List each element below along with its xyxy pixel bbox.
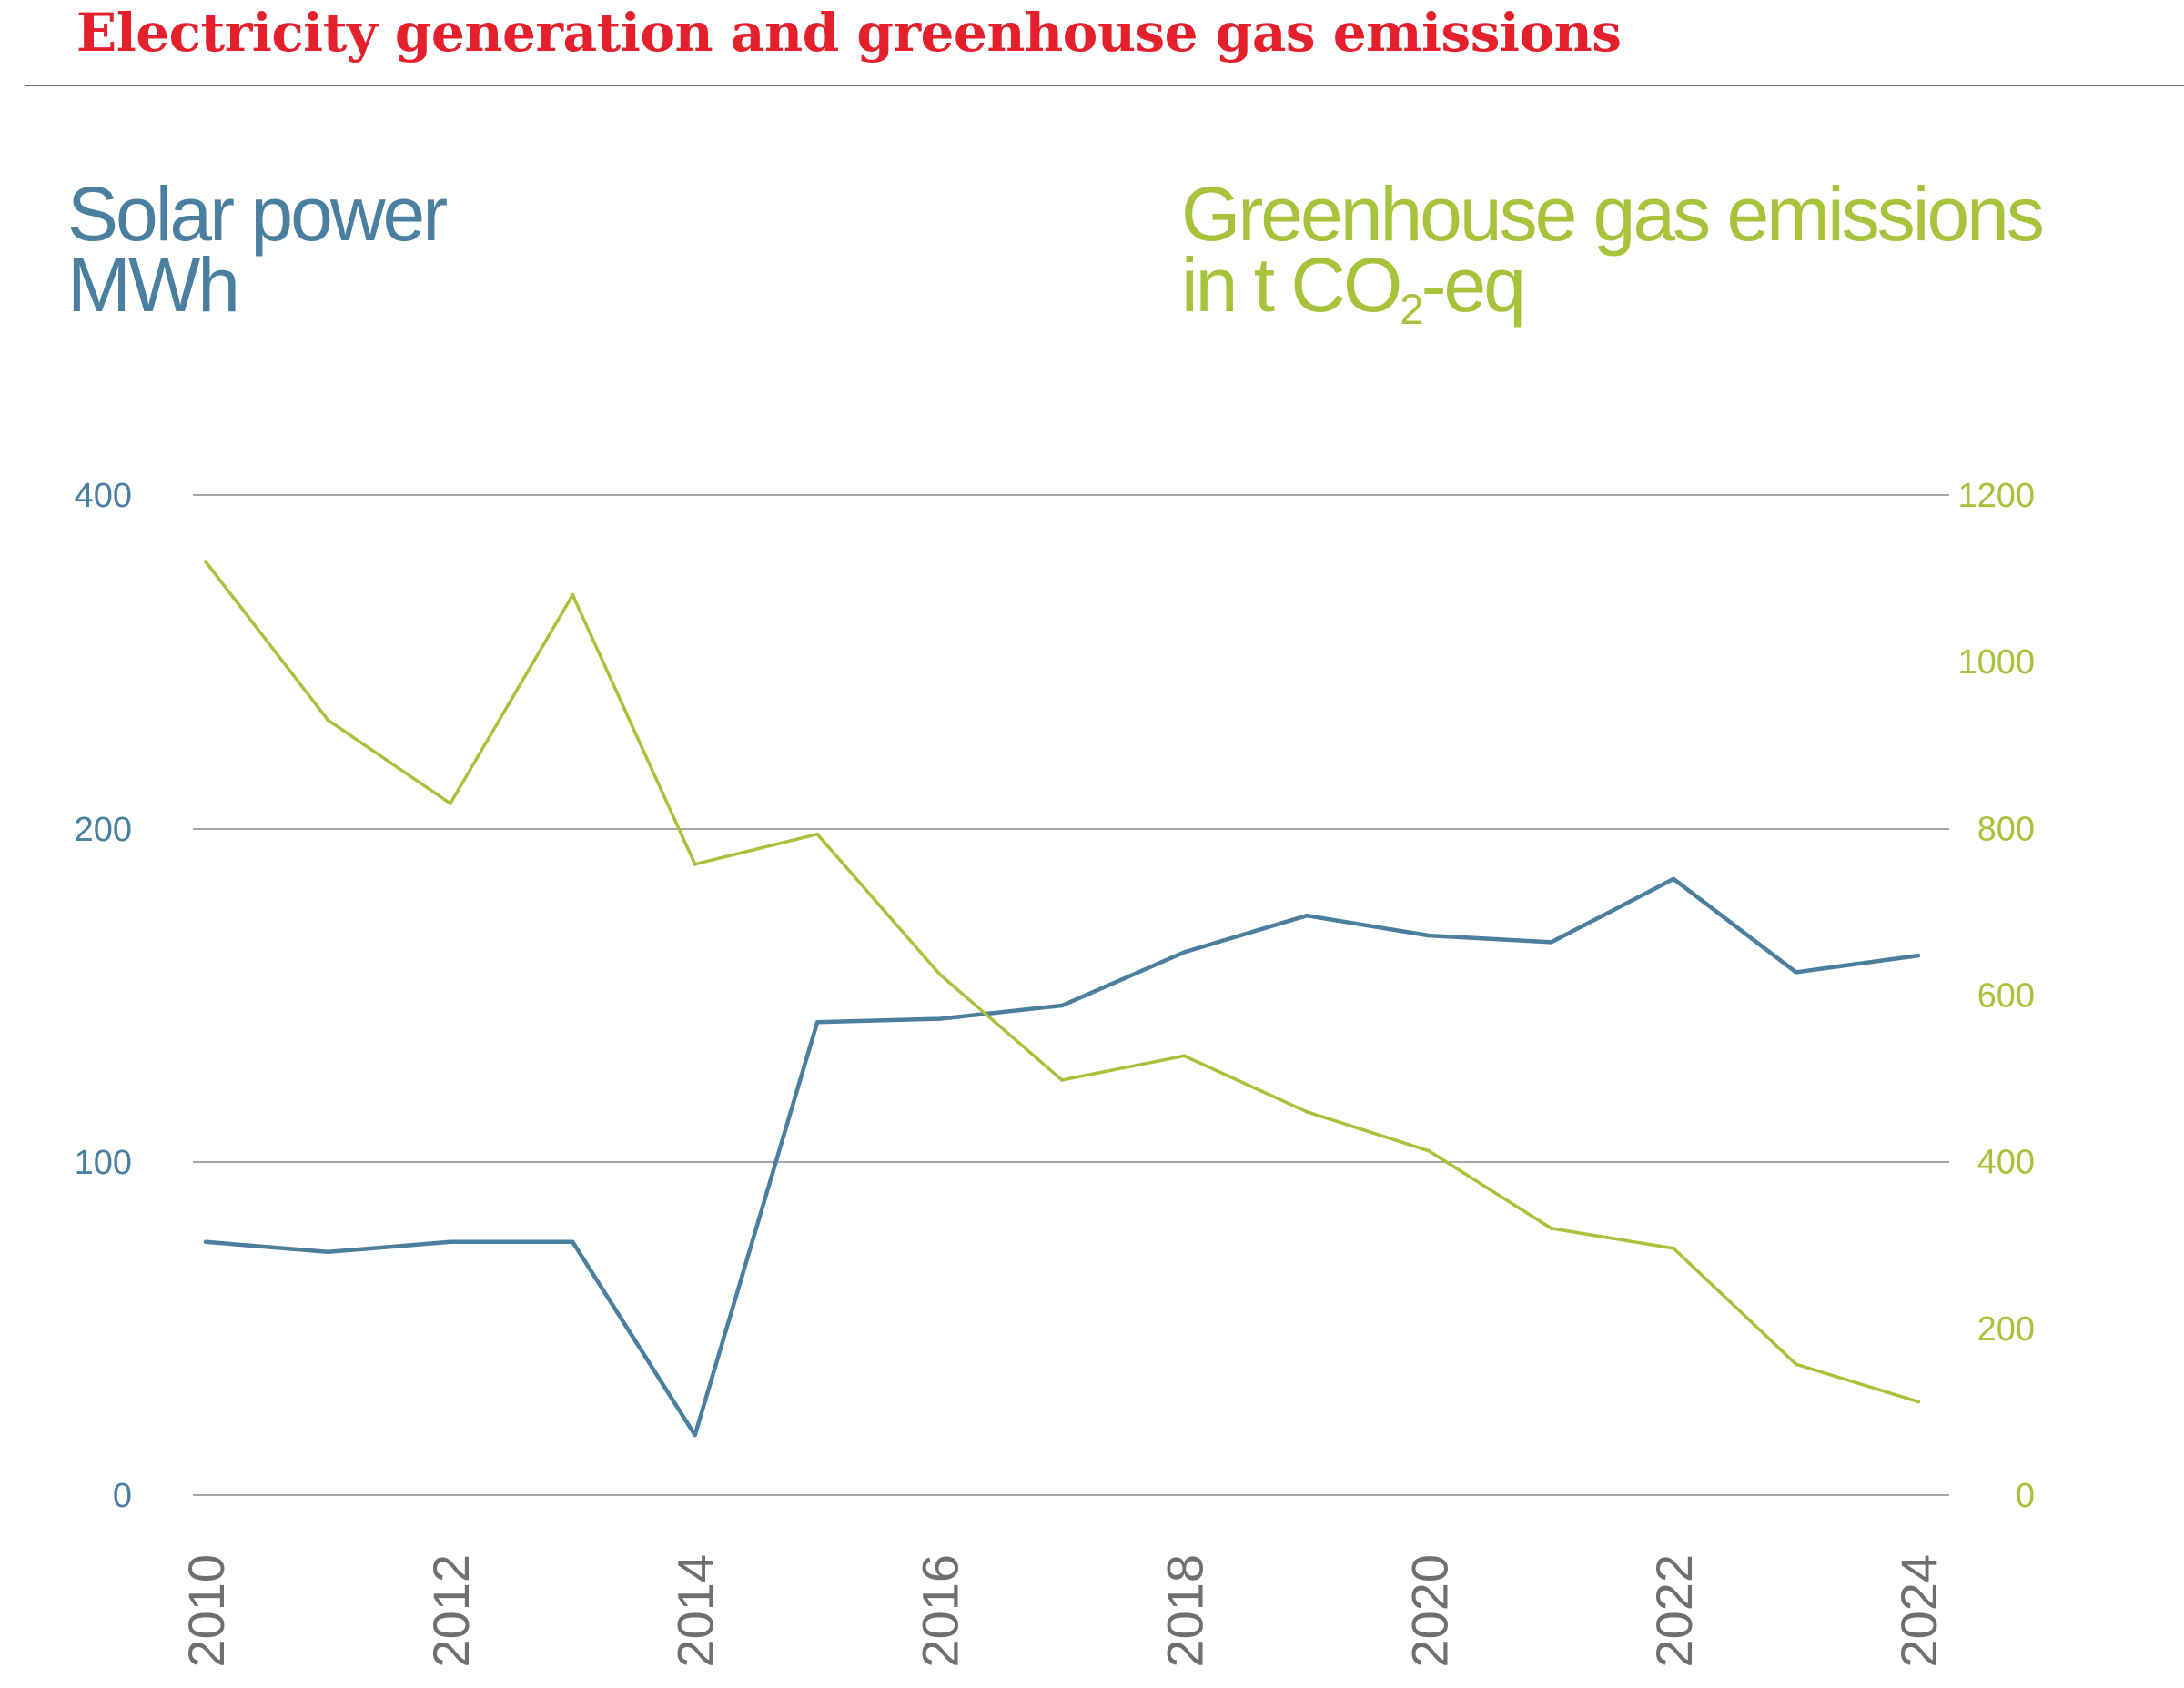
emissions-point <box>1182 1054 1187 1058</box>
left-axis-label-line1: Solar power <box>67 171 448 257</box>
x-tick-label: 2012 <box>422 1554 480 1668</box>
x-tick-label: 2016 <box>912 1554 969 1668</box>
solar-power-point <box>326 1249 330 1254</box>
emissions-point <box>693 862 697 866</box>
right-y-tick-label: 0 <box>2016 1477 2035 1515</box>
left-y-tick-label: 0 <box>113 1477 132 1515</box>
solar-power-point <box>937 1016 942 1021</box>
right-y-tick-label: 400 <box>1977 1144 2035 1182</box>
right-y-tick-label: 200 <box>1977 1310 2035 1349</box>
right-y-tick-label: 600 <box>1977 977 2035 1016</box>
right-axis-unit-subscript: 2 <box>1400 285 1423 334</box>
emissions-point <box>448 801 452 805</box>
x-tick-label: 2010 <box>177 1554 235 1668</box>
right-y-tick-label: 1200 <box>1957 477 2035 515</box>
emissions-point <box>1916 1400 1920 1404</box>
solar-power-point <box>448 1239 452 1244</box>
right-axis-unit-post: -eq <box>1421 242 1526 328</box>
solar-power-point <box>1794 970 1798 975</box>
emissions-point <box>815 832 820 836</box>
solar-power-point <box>1182 950 1187 955</box>
title-divider <box>25 85 2184 86</box>
emissions-point <box>1549 1226 1553 1230</box>
solar-power-point <box>204 1239 207 1244</box>
chart-title: Electricity generation and greenhouse ga… <box>76 2 1622 64</box>
right-axis-label-line1: Greenhouse gas emissions <box>1181 171 2045 257</box>
right-axis-label: Greenhouse gas emissions in t CO2-eq <box>1181 171 2045 330</box>
emissions-point <box>1060 1077 1064 1082</box>
solar-power-point <box>1427 934 1431 938</box>
left-axis-label: Solar power MWh <box>67 171 448 328</box>
solar-power-point <box>693 1433 697 1438</box>
solar-power-point <box>1060 1003 1064 1007</box>
right-axis-unit-pre: in t CO <box>1181 242 1402 328</box>
solar-power-point <box>571 1239 575 1244</box>
left-y-tick-label: 200 <box>75 811 132 849</box>
right-axis-label-unit: in t CO2-eq <box>1181 247 2042 330</box>
x-tick-label: 2020 <box>1400 1554 1458 1668</box>
solar-power-point <box>1549 940 1553 945</box>
emissions-line <box>204 560 1920 1404</box>
emissions-point <box>1794 1362 1798 1367</box>
emissions-point <box>1304 1109 1309 1114</box>
solar-power-point <box>1304 914 1309 918</box>
emissions-point <box>1672 1246 1676 1250</box>
solar-power-line <box>203 876 1921 1438</box>
x-tick-label: 2022 <box>1645 1554 1703 1668</box>
emissions-point <box>571 592 575 597</box>
left-y-tick-label: 400 <box>75 477 132 515</box>
left-axis-label-unit: MWh <box>67 242 240 328</box>
emissions-point <box>1427 1148 1431 1153</box>
emissions-point <box>326 718 330 723</box>
solar-power-point <box>1916 954 1920 958</box>
x-tick-label: 2014 <box>667 1554 724 1668</box>
right-y-tick-label: 1000 <box>1957 643 2035 682</box>
x-tick-label: 2024 <box>1890 1554 1947 1668</box>
right-y-tick-label: 800 <box>1977 810 2035 848</box>
x-tick-label: 2018 <box>1156 1554 1213 1668</box>
left-y-tick-label: 100 <box>75 1144 132 1182</box>
emissions-point <box>204 560 207 564</box>
solar-power-point <box>1672 876 1676 881</box>
emissions-point <box>937 972 942 976</box>
solar-power-point <box>815 1020 820 1025</box>
